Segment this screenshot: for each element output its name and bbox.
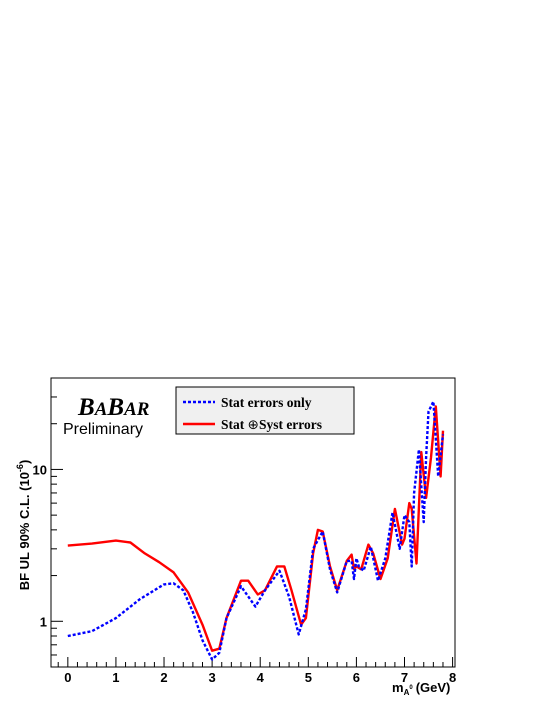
x-tick-label: 3: [209, 670, 216, 685]
babar-logo: BABAR: [77, 394, 149, 421]
x-tick-label: 6: [353, 670, 360, 685]
x-tick-label: 5: [305, 670, 312, 685]
x-tick-label: 8: [449, 670, 456, 685]
legend-label-syst: Stat ⊕Syst errors: [221, 417, 322, 433]
x-tick-label: 1: [112, 670, 119, 685]
y-axis-label-main: BF UL 90% C.L. (10: [17, 472, 32, 590]
x-axis-label-unit: (GeV): [416, 680, 451, 695]
y-axis-ticks: 1 10: [33, 377, 63, 668]
legend-box: [175, 386, 355, 435]
x-tick-label: 2: [160, 670, 167, 685]
x-axis-label-sup: 0: [409, 685, 413, 691]
legend: Stat errors only Stat ⊕Syst errors: [175, 386, 355, 435]
logo-b2: B: [106, 394, 124, 421]
x-axis-label: mA0 (GeV): [392, 680, 450, 697]
y-axis-label: BF UL 90% C.L. (10-6): [15, 460, 32, 591]
y-tick-label: 1: [40, 614, 47, 629]
series-line-stat-syst: [67, 405, 445, 652]
x-axis-ticks: 0 1 2 3 4 5 6 7 8: [57, 657, 456, 685]
legend-label-stat: Stat errors only: [221, 395, 312, 410]
series-line-stat-only: [67, 400, 445, 661]
x-tick-label: 0: [64, 670, 71, 685]
x-axis-label-sub: A: [404, 688, 410, 697]
y-tick-label: 10: [33, 462, 47, 477]
x-axis-label-m: m: [392, 680, 404, 695]
legend-oplus-symbol: ⊕: [248, 417, 259, 433]
logo-a1: A: [94, 399, 108, 420]
y-axis-label-close: ): [17, 460, 32, 464]
logo-ar: AR: [123, 399, 149, 420]
logo-b1: B: [77, 394, 95, 421]
x-tick-label: 4: [257, 670, 265, 685]
series-layer: [67, 400, 445, 661]
legend-label-syst-post: Syst errors: [259, 417, 322, 432]
x-tick-label: 7: [401, 670, 408, 685]
legend-label-syst-pre: Stat: [221, 417, 248, 432]
preliminary-label: Preliminary: [63, 421, 143, 438]
y-axis-label-exp: -6: [15, 464, 25, 472]
plot-frame: [50, 377, 456, 668]
